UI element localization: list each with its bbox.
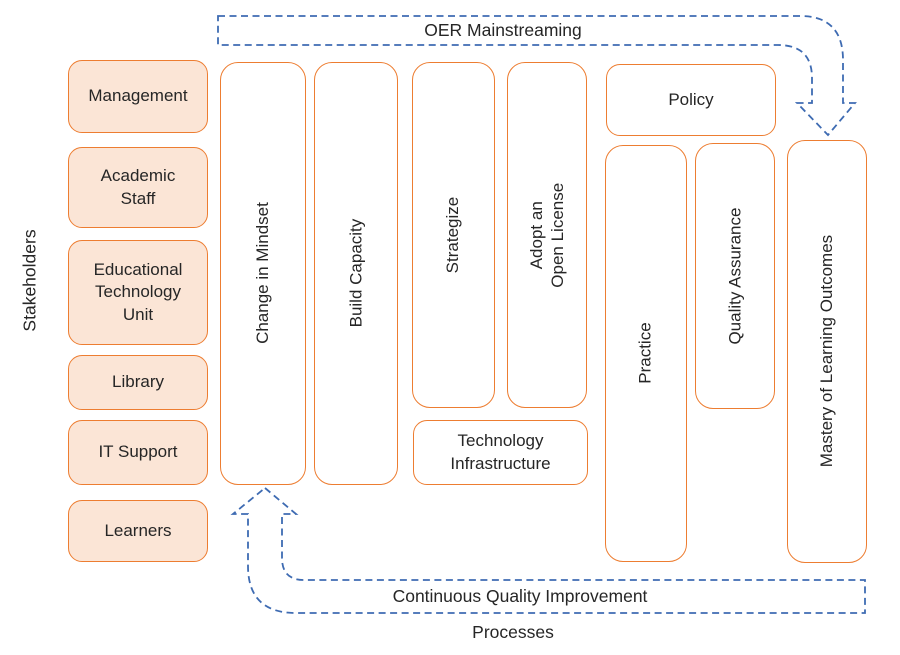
process-label: Strategize xyxy=(443,196,463,274)
stakeholder-learners: Learners xyxy=(68,500,208,562)
process-label: Build Capacity xyxy=(345,219,365,328)
stakeholder-label: Learners xyxy=(104,520,172,540)
process-label: Quality Assurance xyxy=(724,207,744,345)
stakeholders-axis-label: Stakeholders xyxy=(19,228,40,332)
stakeholder-label: Academic Staff xyxy=(100,166,176,208)
stakeholder-label: Library xyxy=(112,372,164,392)
process-label: Practice xyxy=(635,322,655,385)
oer-mainstreaming-label: OER Mainstreaming xyxy=(424,20,582,40)
stakeholder-management: Management xyxy=(68,60,208,133)
stakeholder-educational-technology-unit: Educational Technology Unit xyxy=(68,240,208,345)
process-mastery-of-learning-outcomes: Mastery of Learning Outcomes xyxy=(787,140,867,563)
process-adopt-an-open-license: Adopt an Open License xyxy=(507,62,587,408)
process-strategize: Strategize xyxy=(412,62,495,408)
process-change-in-mindset: Change in Mindset xyxy=(220,62,306,485)
process-quality-assurance: Quality Assurance xyxy=(695,143,775,409)
process-technology-infrastructure: Technology Infrastructure xyxy=(413,420,588,485)
process-policy: Policy xyxy=(606,64,776,136)
stakeholder-label: Management xyxy=(88,86,188,106)
stakeholder-library: Library xyxy=(68,355,208,410)
stakeholder-academic-staff: Academic Staff xyxy=(68,147,208,228)
processes-axis-label: Processes xyxy=(472,621,554,642)
process-label: Change in Mindset xyxy=(252,202,272,345)
process-label: Adopt an Open License xyxy=(526,182,567,288)
process-label: Mastery of Learning Outcomes xyxy=(816,235,836,468)
stakeholder-label: Educational Technology Unit xyxy=(93,260,183,324)
process-practice: Practice xyxy=(605,145,687,562)
process-build-capacity: Build Capacity xyxy=(314,62,398,485)
continuous-quality-improvement-bent-arrow xyxy=(230,486,866,614)
process-label: Technology Infrastructure xyxy=(450,431,551,473)
stakeholder-label: IT Support xyxy=(98,442,178,462)
stakeholder-it-support: IT Support xyxy=(68,420,208,485)
continuous-quality-improvement-label: Continuous Quality Improvement xyxy=(392,585,648,606)
oer-mainstreaming-bent-arrow xyxy=(217,15,857,137)
process-label: Policy xyxy=(668,89,714,109)
